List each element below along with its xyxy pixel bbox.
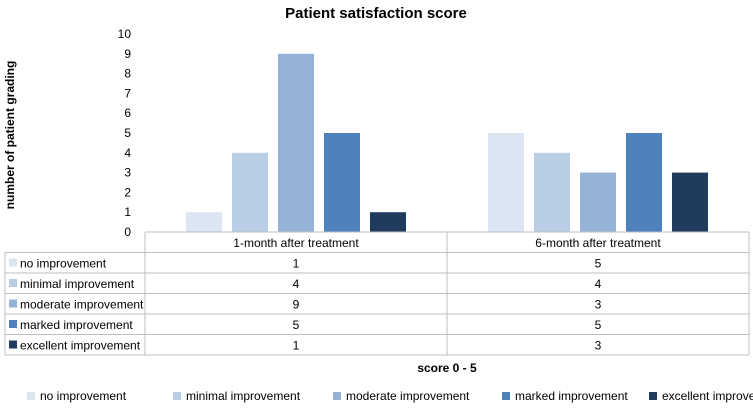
legend-swatch xyxy=(502,392,510,400)
bar xyxy=(370,212,406,232)
table-row-label: minimal improvement xyxy=(20,277,135,291)
data-table: 1-month after treatment 6-month after tre… xyxy=(4,231,750,356)
y-tick-label: 9 xyxy=(124,47,131,61)
table-legend-key xyxy=(9,279,17,287)
chart-title: Patient satisfaction score xyxy=(285,5,467,22)
y-tick-label: 8 xyxy=(124,67,131,81)
bar xyxy=(186,212,222,232)
x-axis-title: score 0 - 5 xyxy=(417,361,477,375)
table-cell-value: 9 xyxy=(293,298,300,312)
y-tick-label: 5 xyxy=(124,126,131,140)
y-axis-title: number of patient grading xyxy=(3,61,17,210)
y-tick-label: 10 xyxy=(118,27,132,41)
table-cell-value: 1 xyxy=(293,339,300,353)
legend: no improvement minimal improvement moderat… xyxy=(27,389,753,403)
y-tick-label: 1 xyxy=(124,205,131,219)
bar xyxy=(232,152,268,232)
table-row-label: moderate improvement xyxy=(20,298,144,312)
legend-swatch xyxy=(27,392,35,400)
bar xyxy=(488,133,524,232)
bar xyxy=(580,172,616,232)
table-header-label: 6-month after treatment xyxy=(535,236,661,250)
table-legend-key xyxy=(9,340,17,349)
y-tick-label: 7 xyxy=(124,86,131,100)
table-cell-value: 5 xyxy=(595,257,602,271)
table-header-label: 1-month after treatment xyxy=(233,236,359,250)
table-cell-value: 3 xyxy=(595,298,602,312)
table-cell-value: 5 xyxy=(595,318,602,332)
table-row-label: excellent improvement xyxy=(20,339,141,353)
y-tick-label: 4 xyxy=(124,146,131,160)
table-cell-value: 3 xyxy=(595,339,602,353)
bar xyxy=(534,152,570,232)
table-row-label: marked improvement xyxy=(20,318,133,332)
table-cell-value: 5 xyxy=(293,318,300,332)
legend-swatch xyxy=(649,392,657,400)
bar xyxy=(626,133,662,232)
table-legend-key xyxy=(9,299,17,308)
y-tick-label: 2 xyxy=(124,185,131,199)
legend-label: marked improvement xyxy=(515,389,628,403)
legend-label: no improvement xyxy=(40,389,127,403)
table-cell-value: 1 xyxy=(293,257,300,271)
table-legend-key xyxy=(9,258,17,267)
bar xyxy=(278,53,314,232)
table-cell-value: 4 xyxy=(293,277,300,291)
legend-swatch xyxy=(173,392,181,400)
y-tick-label: 3 xyxy=(124,166,131,180)
bar xyxy=(672,172,708,232)
y-tick-label: 0 xyxy=(124,225,131,239)
bars xyxy=(186,53,708,232)
y-axis-ticks: 0 1 2 3 4 5 6 7 8 9 10 xyxy=(118,27,132,239)
y-tick-label: 6 xyxy=(124,106,131,120)
table-cell-value: 4 xyxy=(595,277,602,291)
legend-label: minimal improvement xyxy=(186,389,301,403)
bar xyxy=(324,133,360,232)
legend-swatch xyxy=(333,392,341,400)
table-legend-key xyxy=(9,320,17,328)
table-row-label: no improvement xyxy=(20,257,107,271)
legend-label: moderate improvement xyxy=(346,389,470,403)
legend-label: excellent improvement xyxy=(662,389,753,403)
